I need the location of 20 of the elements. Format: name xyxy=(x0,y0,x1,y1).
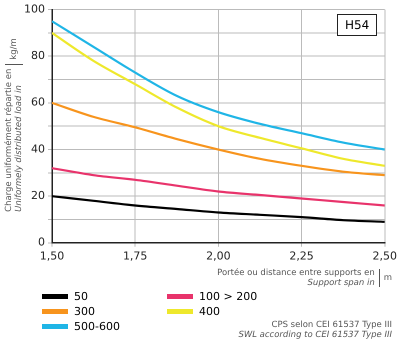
x-tick-label: 1,75 xyxy=(122,249,148,262)
y-tick-label: 0 xyxy=(38,236,45,249)
legend-label: 100 > 200 xyxy=(199,290,258,303)
legend-label: 50 xyxy=(74,290,88,303)
y-tick-label: 40 xyxy=(31,142,45,156)
x-tick-label: 1,50 xyxy=(40,249,64,262)
x-tick-label: 2,50 xyxy=(372,249,398,262)
text: Charge uniformément répartie en Uniformely distributed load in kg/m xyxy=(4,38,24,212)
x-tick-label: 2,00 xyxy=(206,249,231,262)
y-tick-label: 100 xyxy=(24,2,45,16)
legend-label: 300 xyxy=(74,305,95,318)
legend-label: 500-600 xyxy=(74,320,120,333)
y-tick-label: 20 xyxy=(31,189,45,202)
text: CPS selon CEI 61537 Type III SWL according to CEI 61537 Type III xyxy=(238,320,392,340)
y-tick-label: 60 xyxy=(31,96,45,109)
x-axis-title: Portée ou distance entre supports en Support span in m xyxy=(217,268,392,288)
text: H54 xyxy=(337,14,378,36)
y-tick-label: 80 xyxy=(31,49,45,62)
legend-label: 400 xyxy=(199,305,220,318)
x-tick-label: 2,25 xyxy=(289,249,314,262)
